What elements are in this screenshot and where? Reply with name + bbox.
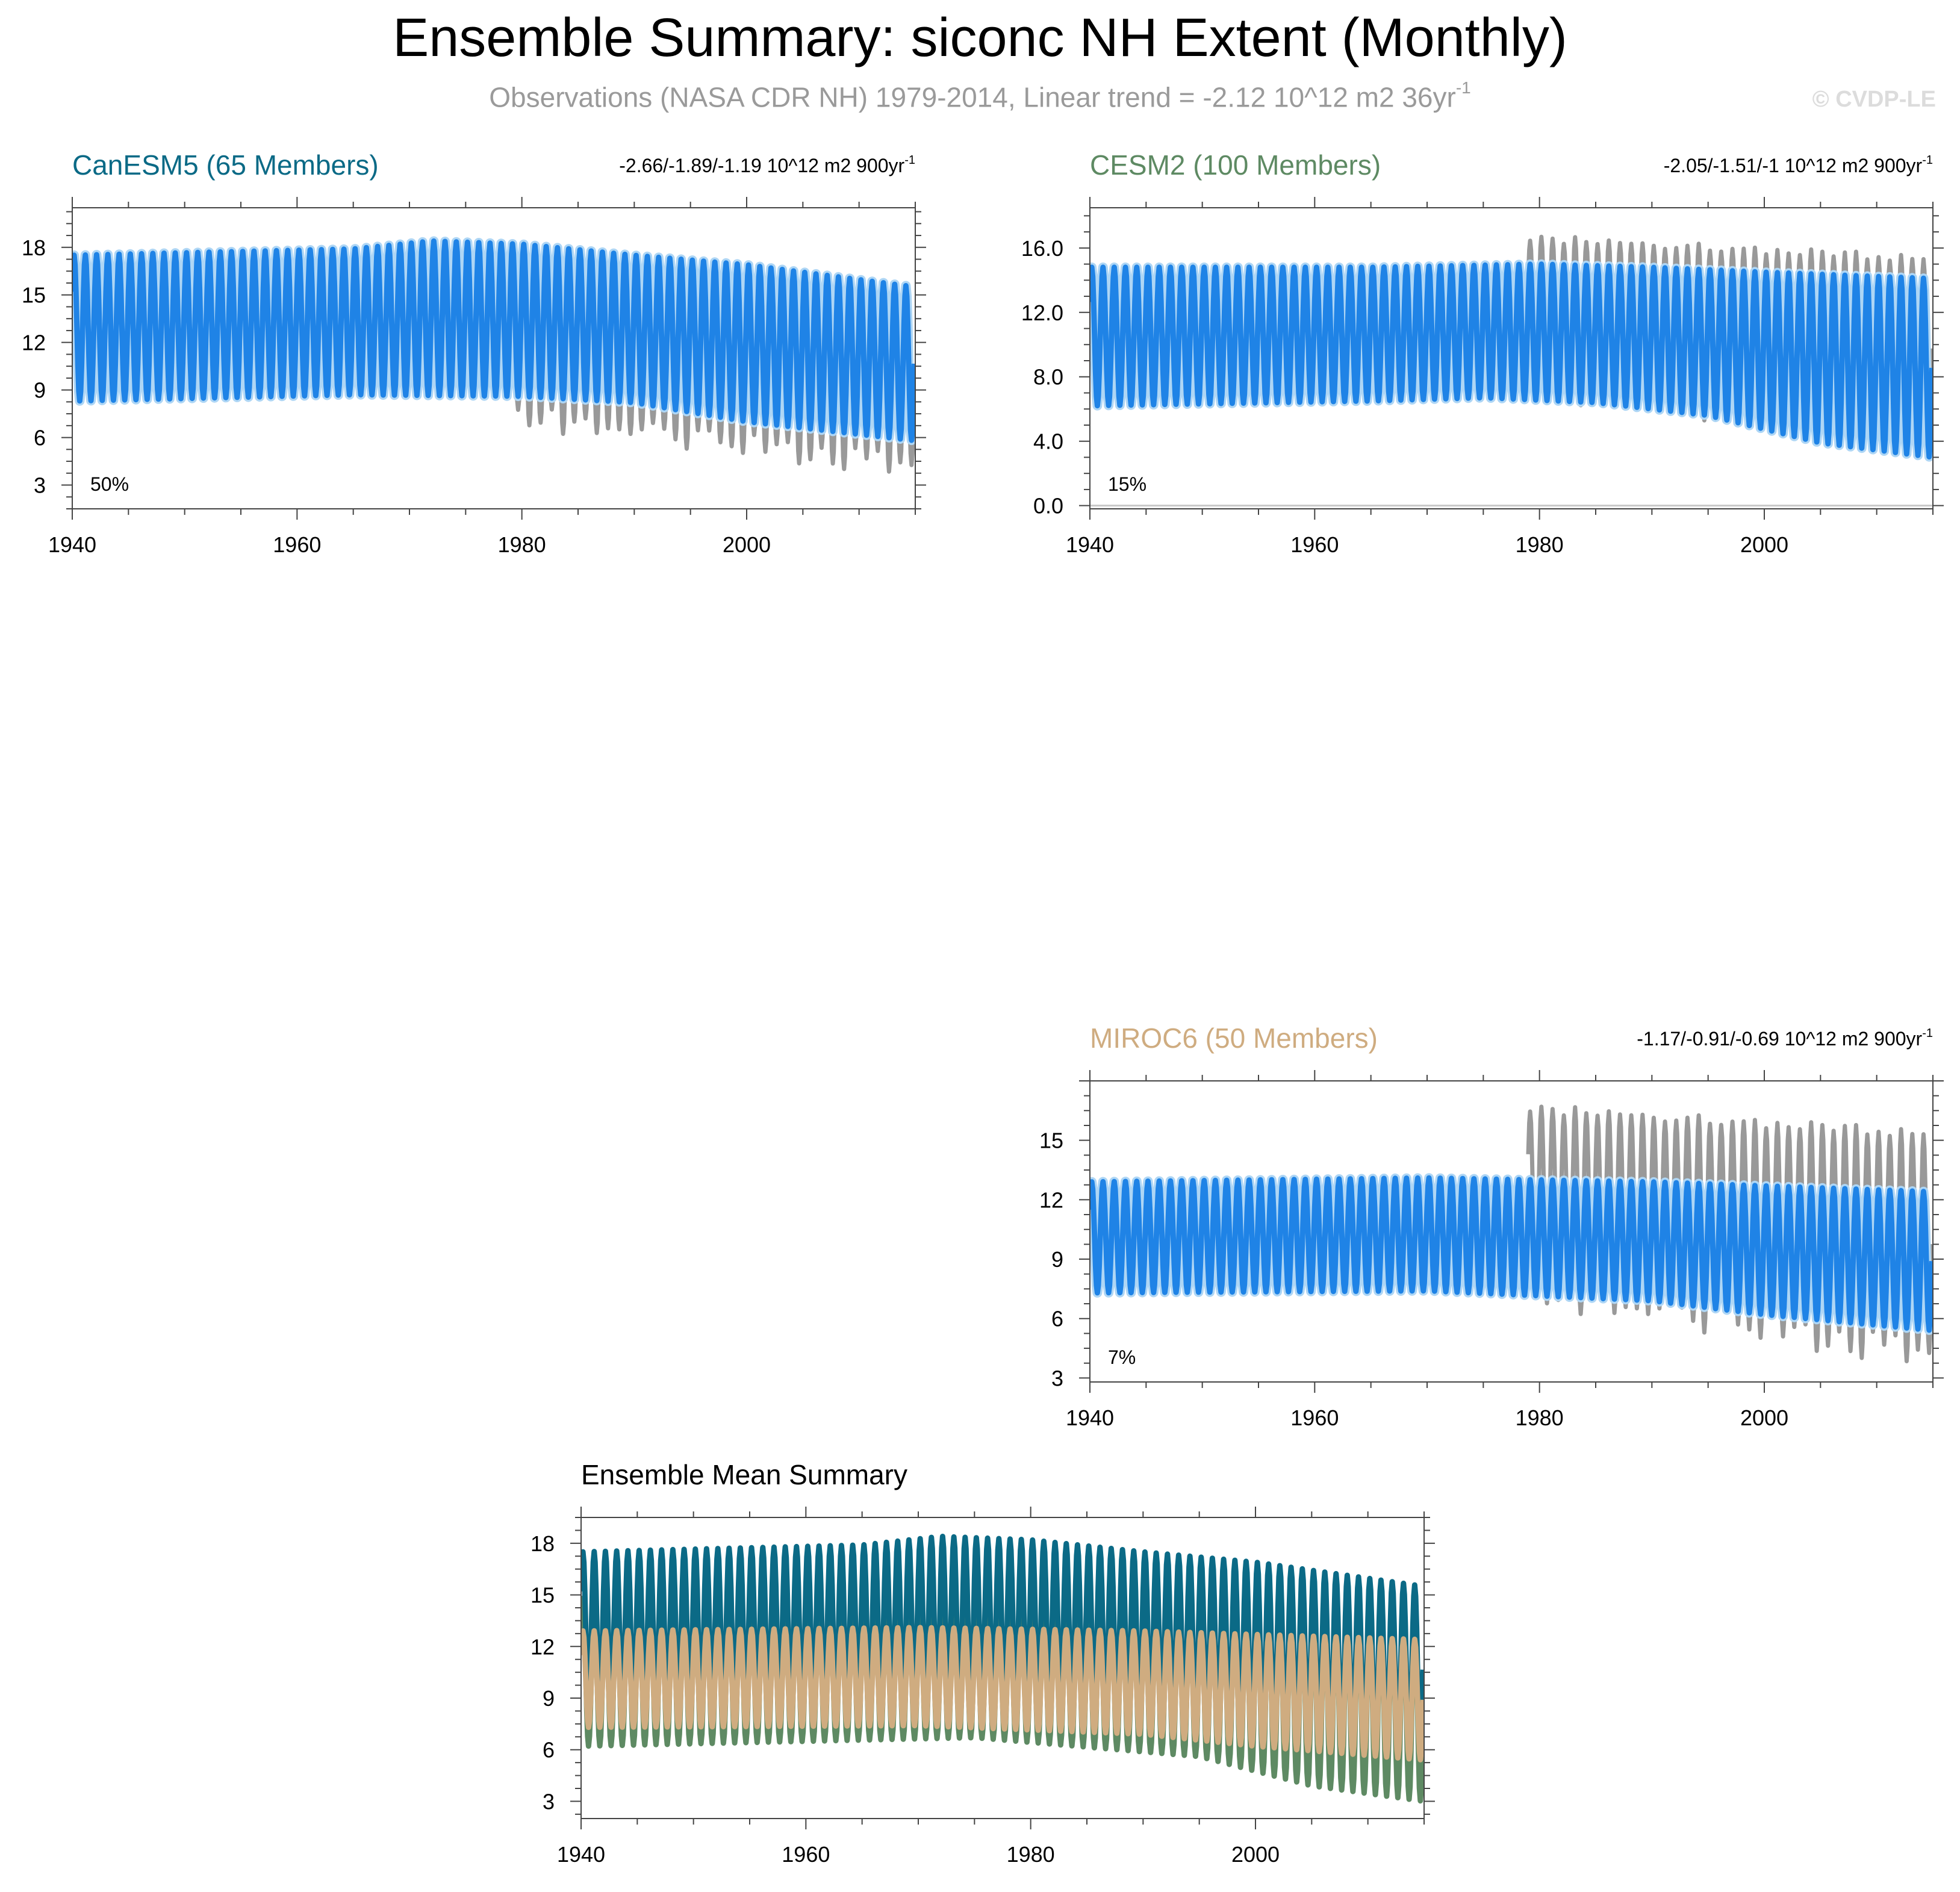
x-tick-label: 2000 [1231, 1842, 1280, 1867]
y-tick-label: 8.0 [1033, 365, 1063, 390]
panel-miroc6: MIROC6 (50 Members) -1.17/-0.91/-0.69 10^… [1039, 1022, 1944, 1430]
y-tick-label: 4.0 [1033, 429, 1063, 454]
panel-title: CanESM5 (65 Members) [72, 149, 379, 181]
y-tick-label: 12.0 [1021, 300, 1063, 325]
plot-frame [1089, 207, 1934, 509]
trend-exponent: -1 [1922, 154, 1933, 167]
plot-area [581, 1534, 1424, 1804]
trend-text: -1.17/-0.91/-0.69 10^12 m2 900yr-1 [1637, 1027, 1933, 1050]
trend-value: -2.05/-1.51/-1 10^12 m2 900yr [1664, 155, 1923, 176]
y-tick-label: 6 [34, 426, 46, 450]
subtitle-exponent: -1 [1455, 78, 1471, 97]
page-subtitle: Observations (NASA CDR NH) 1979-2014, Li… [0, 79, 1960, 113]
y-tick-label: 3 [543, 1789, 555, 1814]
y-tick-label: 3 [34, 473, 46, 498]
x-tick-label: 2000 [1740, 1405, 1788, 1430]
panel-title: MIROC6 (50 Members) [1090, 1022, 1378, 1054]
x-tick-label: 1980 [1516, 532, 1564, 557]
subtitle-text: Observations (NASA CDR NH) 1979-2014, Li… [489, 81, 1456, 113]
x-tick-label: 2000 [1740, 532, 1788, 557]
y-tick-label: 15 [22, 283, 46, 308]
x-tick-label: 1980 [1007, 1842, 1055, 1867]
trend-value: -2.66/-1.89/-1.19 10^12 m2 900yr [619, 155, 904, 176]
x-tick-label: 1940 [1066, 532, 1114, 557]
y-tick-label: 18 [530, 1531, 555, 1556]
x-tick-label: 1940 [557, 1842, 605, 1867]
percent-label: 50% [90, 473, 129, 495]
y-tick-label: 6 [1051, 1307, 1063, 1331]
panel-cesm2: CESM2 (100 Members) -2.05/-1.51/-1 10^12 … [1021, 149, 1944, 557]
y-tick-label: 12 [1039, 1187, 1063, 1212]
y-tick-label: 9 [543, 1686, 555, 1711]
x-tick-label: 1960 [1290, 532, 1339, 557]
series-line-canesm5-ensemble-mean [72, 238, 915, 443]
page-title: Ensemble Summary: siconc NH Extent (Mont… [393, 8, 1567, 68]
plot-frame [1089, 1080, 1934, 1383]
plot-frame [72, 207, 916, 509]
plot-area [72, 236, 915, 474]
watermark: © CVDP-LE [1812, 87, 1936, 112]
plot-area [1090, 1104, 1933, 1363]
y-tick-label: 9 [34, 378, 46, 403]
panel-title: CESM2 (100 Members) [1090, 149, 1381, 181]
y-tick-label: 16.0 [1021, 236, 1063, 261]
y-tick-label: 12 [530, 1634, 555, 1659]
y-tick-label: 6 [543, 1738, 555, 1763]
y-tick-label: 15 [1039, 1128, 1063, 1153]
y-tick-label: 0.0 [1033, 494, 1063, 518]
series-line-miroc6 [581, 1625, 1424, 1763]
series-line-miroc6-ensemble-mean [1090, 1175, 1933, 1333]
plot-area [1090, 234, 1933, 507]
y-tick-label: 15 [530, 1583, 555, 1608]
trend-exponent: -1 [904, 154, 915, 167]
percent-label: 15% [1108, 473, 1146, 495]
x-tick-label: 1960 [1290, 1405, 1339, 1430]
x-tick-label: 1960 [782, 1842, 830, 1867]
x-tick-label: 1940 [1066, 1405, 1114, 1430]
plot-frame [580, 1517, 1425, 1819]
x-tick-label: 1980 [498, 532, 546, 557]
trend-exponent: -1 [1922, 1027, 1933, 1040]
trend-text: -2.05/-1.51/-1 10^12 m2 900yr-1 [1664, 154, 1933, 176]
percent-label: 7% [1108, 1346, 1136, 1368]
series-line-cesm2-ensemble-mean [1090, 261, 1933, 460]
y-tick-label: 12 [22, 331, 46, 355]
x-tick-label: 1940 [48, 532, 96, 557]
panel-ensemble-mean-summary: Ensemble Mean Summary 1940 1960 1980 2000 3 6 9… [530, 1459, 1435, 1867]
trend-text: -2.66/-1.89/-1.19 10^12 m2 900yr-1 [619, 154, 915, 176]
y-tick-label: 9 [1051, 1247, 1063, 1272]
y-tick-label: 18 [22, 235, 46, 260]
trend-value: -1.17/-0.91/-0.69 10^12 m2 900yr [1637, 1028, 1922, 1050]
y-tick-label: 3 [1051, 1366, 1063, 1390]
x-tick-label: 2000 [723, 532, 771, 557]
x-tick-label: 1980 [1516, 1405, 1564, 1430]
panel-title: Ensemble Mean Summary [581, 1459, 907, 1490]
x-tick-label: 1960 [273, 532, 321, 557]
panel-canesm5: CanESM5 (65 Members) -2.66/-1.89/-1.19 10… [22, 149, 926, 557]
